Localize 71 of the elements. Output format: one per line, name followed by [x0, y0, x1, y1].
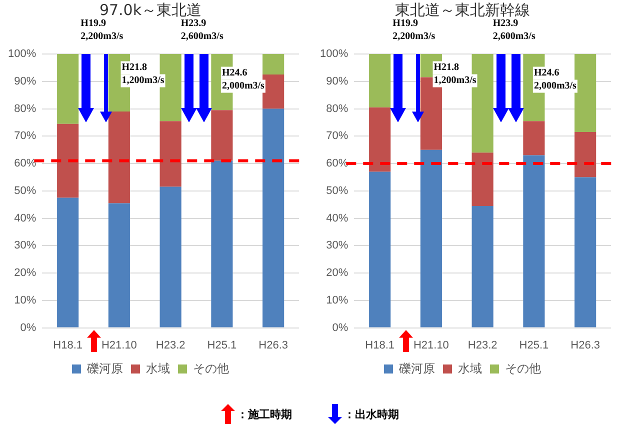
x-tick-label: H25.1	[519, 339, 549, 352]
y-tick-label: 50%	[326, 184, 348, 197]
y-tick-label: 90%	[14, 75, 36, 88]
legend-label: その他	[505, 361, 541, 376]
annotation: H21.8 1,200m3/s	[434, 62, 476, 86]
legend-label: 水域	[146, 361, 170, 376]
x-tick-label: H18.1	[53, 339, 82, 352]
annotation: H24.6 2,000m3/s	[222, 67, 265, 92]
y-tick-label: 10%	[326, 294, 348, 306]
y-tick-label: 90%	[326, 75, 348, 88]
y-tick-label: 20%	[14, 267, 36, 280]
y-tick-label: 60%	[326, 158, 348, 170]
chart-title: 東北道～東北新幹線	[395, 0, 530, 19]
y-tick-label: 100%	[8, 48, 36, 60]
legend-label: 礫河原	[86, 361, 123, 376]
bar	[108, 112, 130, 204]
y-tick-label: 40%	[14, 212, 36, 224]
y-tick-label: 50%	[14, 184, 36, 197]
y-tick-label: 80%	[14, 102, 36, 115]
legend-label: 水域	[458, 361, 482, 376]
x-tick-label: H25.1	[207, 339, 237, 352]
bar	[211, 110, 233, 161]
y-tick-label: 60%	[14, 158, 36, 170]
bar	[108, 203, 130, 328]
x-tick-label: H26.3	[258, 339, 288, 352]
bar	[57, 198, 79, 328]
bar	[262, 108, 284, 328]
y-tick-label: 0%	[20, 322, 36, 334]
y-tick-label: 70%	[326, 130, 348, 142]
bar	[262, 74, 284, 109]
text: ：出水時期	[344, 406, 399, 422]
text: H23.9 2,600m3/s	[492, 18, 536, 42]
legend-label: 礫河原	[398, 361, 435, 376]
text: ：施工時期	[237, 406, 292, 422]
bar	[574, 54, 596, 132]
text: H19.9 2,200m3/s	[80, 18, 124, 42]
x-tick-label: H18.1	[365, 339, 394, 352]
y-tick-label: 0%	[332, 322, 348, 334]
x-tick-label: H21.10	[413, 339, 449, 352]
bar	[574, 132, 596, 178]
bar	[523, 121, 545, 156]
y-tick-label: 30%	[14, 240, 36, 252]
y-tick-label: 40%	[326, 212, 348, 224]
bar	[160, 186, 182, 328]
bar	[160, 121, 182, 187]
bar	[369, 172, 391, 328]
x-tick-label: H23.2	[468, 339, 498, 352]
bar	[262, 54, 284, 75]
legend-label: その他	[193, 361, 229, 376]
annotation: H21.8 1,200m3/s	[122, 62, 164, 86]
y-tick-label: 20%	[326, 267, 348, 280]
y-tick-label: 80%	[326, 102, 348, 115]
y-tick-label: 10%	[14, 294, 36, 306]
x-tick-label: H26.3	[570, 339, 600, 352]
text: H23.9 2,600m3/s	[180, 18, 224, 42]
bar	[574, 177, 596, 328]
y-tick-label: 30%	[326, 240, 348, 252]
y-tick-label: 100%	[320, 48, 348, 60]
annotation: H24.6 2,000m3/s	[534, 67, 577, 92]
bar	[472, 206, 494, 328]
text: H19.9 2,200m3/s	[392, 18, 436, 42]
bar	[211, 160, 233, 328]
chart-title: 97.0k～東北道	[99, 0, 202, 19]
x-tick-label: H23.2	[156, 339, 186, 352]
bar	[472, 152, 494, 206]
bar	[369, 107, 391, 172]
bar	[420, 150, 442, 328]
bar	[523, 155, 545, 328]
bar	[57, 124, 79, 198]
x-tick-label: H21.10	[101, 339, 137, 352]
y-tick-label: 70%	[14, 130, 36, 142]
